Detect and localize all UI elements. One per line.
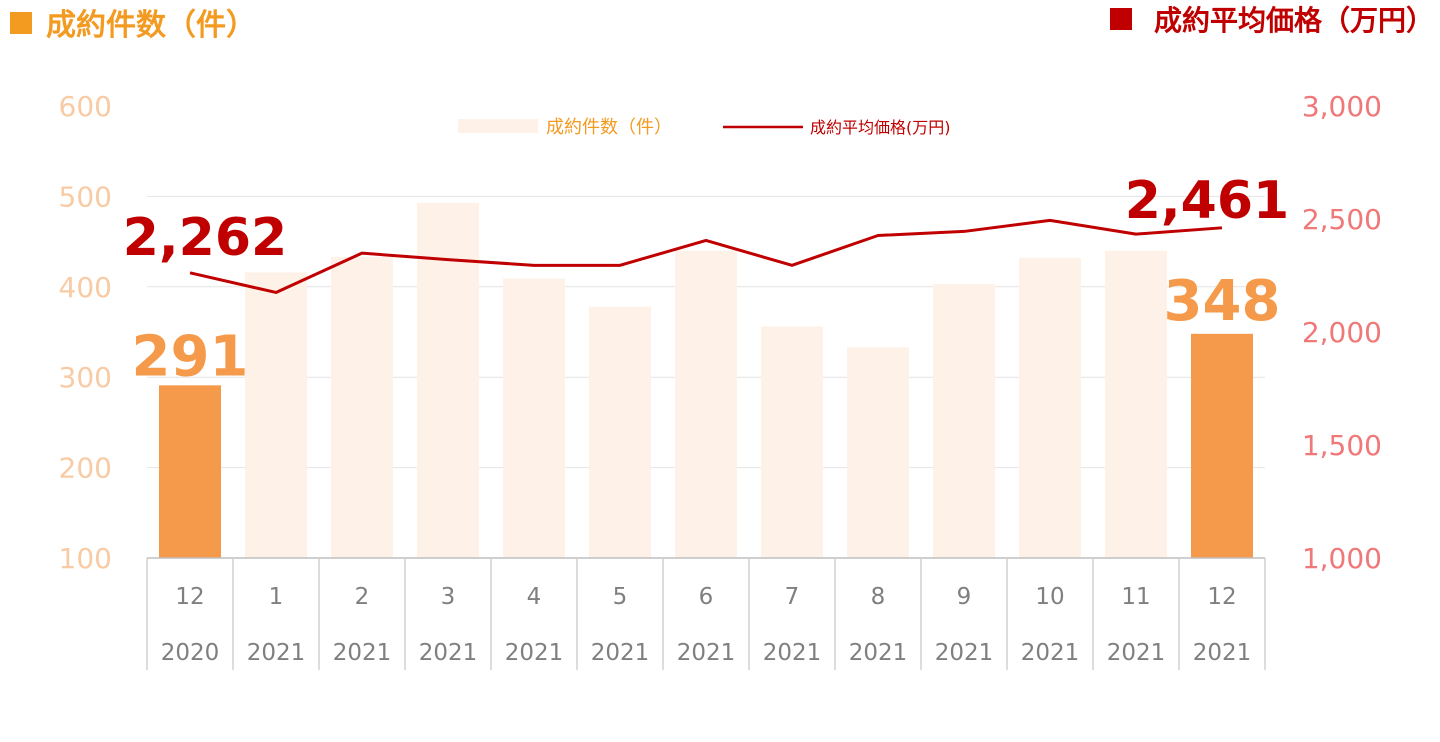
x-tick-month: 8	[871, 584, 886, 610]
x-tick-month: 9	[957, 584, 972, 610]
x-tick-month: 10	[1035, 584, 1064, 610]
x-tick-year: 2021	[1193, 640, 1252, 666]
legend: 成約件数（件） 成約平均価格(万円)	[458, 117, 951, 138]
right-tick-label: 3,000	[1302, 90, 1382, 123]
left-axis-title: 成約件数（件）	[46, 8, 256, 43]
x-tick-month: 5	[613, 584, 628, 610]
bar	[1191, 333, 1253, 558]
right-axis-ticks: 3,000 2,500 2,000 1,500 1,000	[1302, 90, 1382, 575]
x-tick-year: 2020	[161, 640, 220, 666]
bar	[847, 347, 909, 558]
right-title-square-icon	[1110, 8, 1132, 30]
left-axis-ticks: 600 500 400 300 200 100	[59, 90, 112, 575]
left-tick-label: 100	[59, 542, 112, 575]
left-tick-label: 600	[59, 90, 112, 123]
bar-series	[159, 202, 1253, 558]
x-tick-year: 2021	[419, 640, 478, 666]
bar	[761, 326, 823, 558]
bar	[1105, 250, 1167, 558]
x-axis-table: 12 2020 1 2021 2 2021 3 2021 4 2021 5 2021 6 2021 7 202…	[146, 557, 1266, 670]
right-tick-label: 1,000	[1302, 542, 1382, 575]
x-tick-year: 2021	[591, 640, 650, 666]
bar	[331, 256, 393, 558]
legend-bar-swatch	[458, 119, 538, 133]
bar	[933, 284, 995, 558]
bar	[1019, 257, 1081, 558]
right-axis-title: 成約平均価格（万円）	[1154, 4, 1434, 37]
right-tick-label: 2,500	[1302, 203, 1382, 236]
x-tick-month: 12	[175, 584, 204, 610]
x-tick-month: 6	[699, 584, 714, 610]
bar	[159, 385, 221, 558]
bar	[417, 202, 479, 558]
x-tick-month: 4	[527, 584, 542, 610]
data-label-first-price: 2,262	[123, 208, 287, 268]
x-tick-month: 11	[1121, 584, 1150, 610]
x-tick-year: 2021	[1021, 640, 1080, 666]
data-label-first-count: 291	[132, 324, 249, 389]
legend-line-label: 成約平均価格(万円)	[810, 118, 951, 137]
left-tick-label: 500	[59, 180, 112, 213]
bar	[503, 278, 565, 558]
x-tick-year: 2021	[247, 640, 306, 666]
left-title-square-icon	[10, 12, 32, 34]
left-tick-label: 400	[59, 271, 112, 304]
x-tick-month: 2	[355, 584, 370, 610]
legend-bar-label: 成約件数（件）	[546, 117, 672, 138]
x-tick-year: 2021	[505, 640, 564, 666]
x-tick-year: 2021	[849, 640, 908, 666]
bar	[589, 306, 651, 558]
bar	[675, 250, 737, 558]
x-tick-month: 12	[1207, 584, 1236, 610]
data-label-last-count: 348	[1164, 269, 1281, 334]
x-tick-year: 2021	[1107, 640, 1166, 666]
right-tick-label: 2,000	[1302, 316, 1382, 349]
x-tick-year: 2021	[935, 640, 994, 666]
x-tick-year: 2021	[763, 640, 822, 666]
bar	[245, 272, 307, 558]
right-tick-label: 1,500	[1302, 429, 1382, 462]
x-tick-month: 3	[441, 584, 456, 610]
data-label-last-price: 2,461	[1125, 171, 1289, 231]
x-tick-month: 1	[269, 584, 284, 610]
x-tick-month: 7	[785, 584, 800, 610]
x-tick-year: 2021	[677, 640, 736, 666]
left-tick-label: 200	[59, 452, 112, 485]
left-tick-label: 300	[59, 361, 112, 394]
price-line	[189, 218, 1223, 294]
x-tick-year: 2021	[333, 640, 392, 666]
